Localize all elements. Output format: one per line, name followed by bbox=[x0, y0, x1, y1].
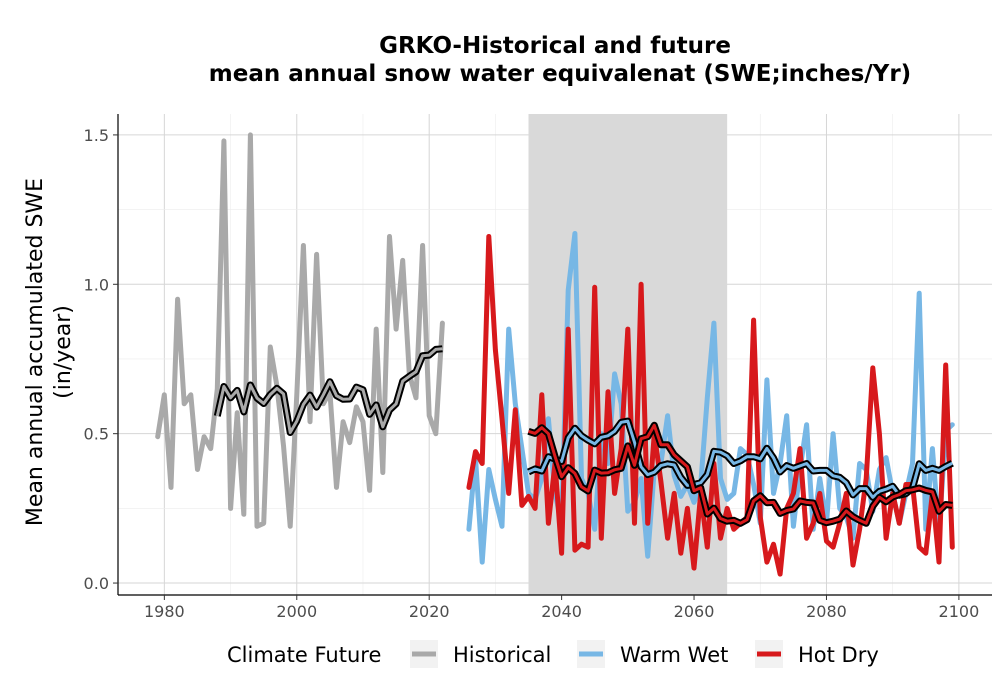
y-axis-unit: (in/year) bbox=[51, 305, 76, 399]
x-tick-label: 2060 bbox=[674, 602, 715, 621]
legend-title: Climate Future bbox=[227, 643, 381, 667]
legend-label-hot-dry: Hot Dry bbox=[798, 643, 879, 667]
series-line-historical bbox=[155, 132, 445, 529]
y-tick-label: 1.0 bbox=[84, 275, 109, 294]
legend: Climate Future Historical Warm Wet Hot Dry bbox=[227, 640, 879, 668]
legend-label-warm-wet: Warm Wet bbox=[620, 643, 728, 667]
y-axis-label: Mean annual accumulated SWE bbox=[23, 178, 48, 526]
y-tick-label: 0.0 bbox=[84, 574, 109, 593]
x-tick-label: 2080 bbox=[806, 602, 847, 621]
x-tick-label: 2020 bbox=[409, 602, 450, 621]
x-tick-label: 2100 bbox=[939, 602, 980, 621]
y-tick-label: 0.5 bbox=[84, 425, 109, 444]
x-tick-label: 1980 bbox=[144, 602, 185, 621]
x-tick-label: 2000 bbox=[276, 602, 317, 621]
chart-subtitle: mean annual snow water equivalenat (SWE;… bbox=[209, 61, 911, 87]
rolling-mean-line-historical bbox=[215, 347, 443, 434]
series-line-hot-dry bbox=[466, 234, 955, 577]
legend-label-historical: Historical bbox=[453, 643, 551, 667]
rolling-mean-line-warm-wet bbox=[527, 419, 953, 499]
chart-title: GRKO-Historical and future bbox=[379, 33, 731, 59]
y-tick-label: 1.5 bbox=[84, 126, 109, 145]
x-tick-label: 2040 bbox=[541, 602, 582, 621]
rolling-mean-line-hot-dry bbox=[528, 423, 953, 525]
series-lines bbox=[155, 132, 955, 577]
axes: 1980 2000 2020 2040 2060 2080 2100 0.0 0.5 1.0 1.5 bbox=[84, 114, 992, 621]
